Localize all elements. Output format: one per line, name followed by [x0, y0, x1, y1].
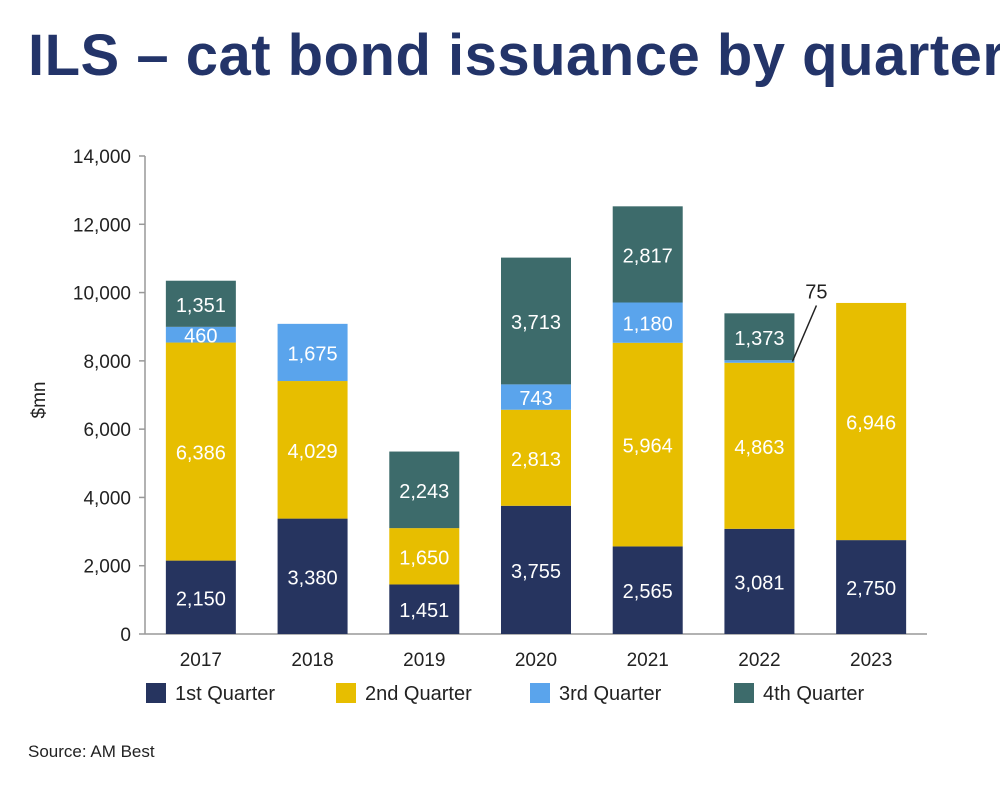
bar-data-label: 1,180 — [623, 314, 673, 336]
y-tick-label: 6,000 — [83, 420, 131, 441]
legend-label: 4th Quarter — [763, 683, 865, 705]
bar-segment — [389, 451, 460, 529]
bar-data-label: 6,386 — [176, 443, 226, 465]
source-note: Source: AM Best — [28, 742, 155, 761]
bar-data-label: 1,351 — [176, 295, 226, 317]
legend-swatch — [146, 683, 166, 703]
callout-leader-line — [791, 305, 818, 362]
bar-data-label: 3,081 — [734, 572, 784, 594]
bar-segment — [165, 280, 236, 327]
x-tick-label: 2020 — [515, 650, 557, 671]
x-tick-label: 2023 — [850, 650, 892, 671]
bar-data-label: 3,380 — [288, 567, 338, 589]
bar-segment — [501, 384, 571, 410]
bar-data-label: 6,946 — [846, 413, 896, 435]
bar-segment — [277, 323, 348, 382]
callout-label: 75 — [805, 281, 827, 303]
bar-segment — [612, 342, 683, 547]
y-tick-label: 0 — [120, 625, 131, 646]
bar-segment — [501, 257, 571, 385]
legend-label: 2nd Quarter — [365, 683, 472, 705]
bar-segment — [612, 546, 683, 634]
y-tick-label: 8,000 — [83, 352, 131, 373]
bar-segment — [724, 313, 795, 361]
bar-data-label: 2,243 — [399, 481, 449, 503]
bar-data-label: 3,755 — [511, 561, 561, 583]
bar-data-label: 2,813 — [511, 449, 561, 471]
bar-segment — [724, 528, 795, 634]
y-tick-label: 12,000 — [73, 215, 131, 236]
x-tick-label: 2022 — [738, 650, 780, 671]
legend-label: 1st Quarter — [175, 683, 275, 705]
x-tick-label: 2021 — [627, 650, 669, 671]
y-tick-label: 2,000 — [83, 557, 131, 578]
y-tick-label: 4,000 — [83, 488, 131, 509]
y-tick-label: 14,000 — [73, 147, 131, 168]
bar-segment — [277, 518, 348, 634]
bar-data-label: 2,817 — [623, 245, 673, 267]
bar-data-label: 3,713 — [511, 312, 561, 334]
bar-data-label: 2,565 — [623, 581, 673, 603]
legend-label: 3rd Quarter — [559, 683, 662, 705]
bar-segment — [165, 326, 236, 343]
bar-segment — [389, 584, 460, 634]
bar-data-label: 743 — [519, 388, 552, 410]
y-axis-title: $mn — [29, 382, 50, 419]
bar-data-label: 2,750 — [846, 578, 896, 600]
bar-data-label: 1,650 — [399, 547, 449, 569]
bar-segment — [501, 409, 571, 506]
bar-data-label: 5,964 — [623, 436, 673, 458]
bar-data-label: 1,451 — [399, 600, 449, 622]
bar-segment — [724, 360, 795, 363]
bar-segment — [836, 302, 907, 541]
x-tick-label: 2017 — [180, 650, 222, 671]
bar-data-label: 4,029 — [288, 441, 338, 463]
legend-swatch — [336, 683, 356, 703]
bar-segment — [612, 302, 683, 343]
bar-segment — [836, 540, 907, 634]
legend-swatch — [530, 683, 550, 703]
x-tick-label: 2018 — [291, 650, 333, 671]
bar-data-label: 1,373 — [734, 328, 784, 350]
bar-segment — [165, 560, 236, 634]
bar-segment — [389, 528, 460, 585]
chart-title: ILS – cat bond issuance by quarter — [28, 23, 1000, 88]
bar-data-label: 4,863 — [734, 437, 784, 459]
bar-data-label: 2,150 — [176, 588, 226, 610]
bar-segment — [724, 362, 795, 529]
y-tick-label: 10,000 — [73, 284, 131, 305]
legend-swatch — [734, 683, 754, 703]
bar-segment — [501, 505, 571, 634]
bar-data-label: 1,675 — [288, 343, 338, 365]
x-tick-label: 2019 — [403, 650, 445, 671]
bar-segment — [612, 206, 683, 303]
bar-data-label: 460 — [184, 326, 217, 348]
bar-segment — [165, 342, 236, 561]
bar-segment — [277, 381, 348, 519]
